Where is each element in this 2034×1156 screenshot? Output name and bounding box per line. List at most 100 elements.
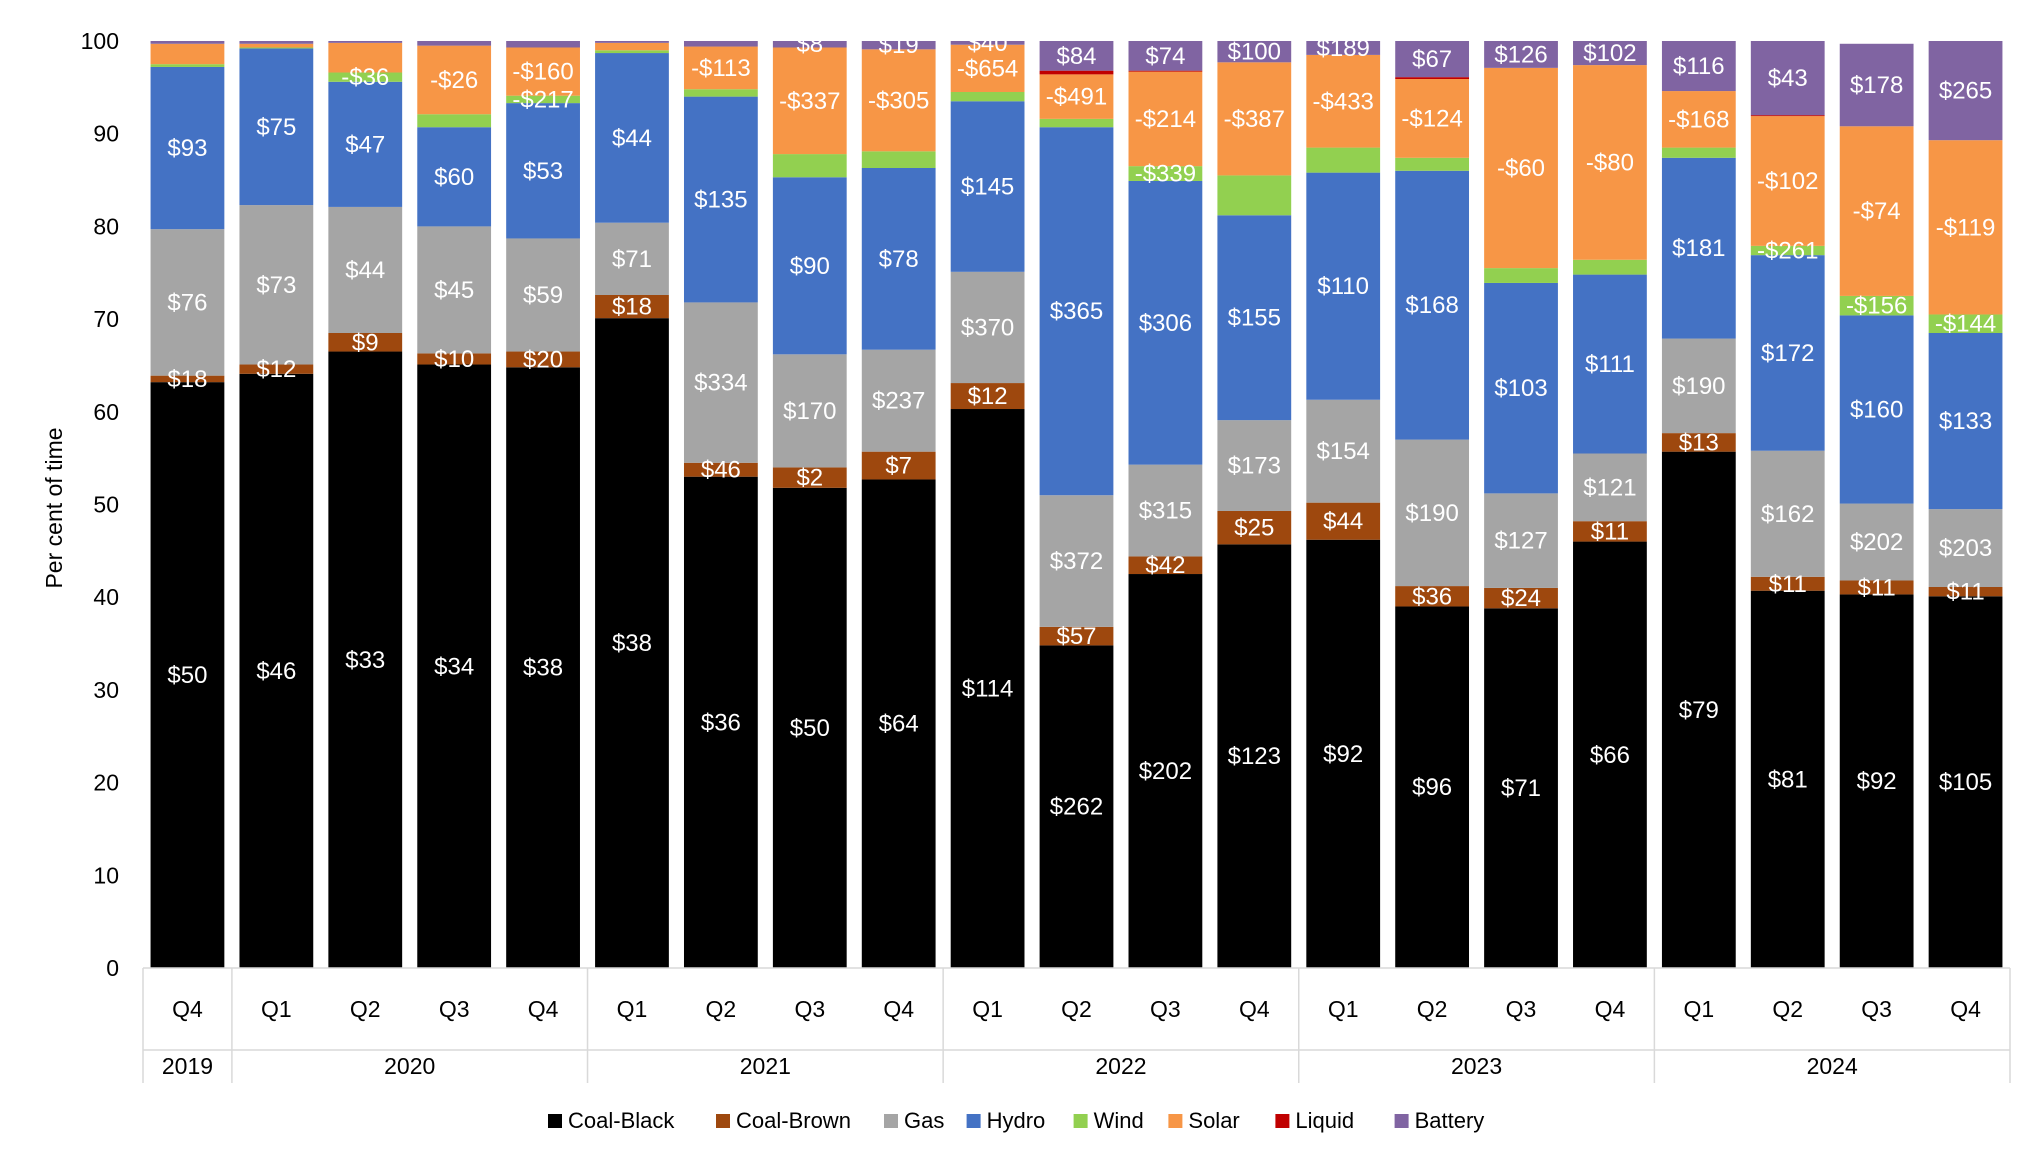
bar-segment-battery xyxy=(861,41,936,50)
data-label-solar: -$433 xyxy=(1313,88,1374,115)
bar-segment-solar xyxy=(683,46,758,90)
data-label-hydro: $160 xyxy=(1850,396,1903,423)
bar-segment-solar xyxy=(1839,126,1914,296)
bar-segment-coal-brown xyxy=(1839,580,1914,595)
data-label-gas: $334 xyxy=(694,370,747,397)
bar-segment-wind xyxy=(1928,314,2003,334)
data-label-hydro: $135 xyxy=(694,187,747,214)
y-tick-label: 90 xyxy=(93,121,119,147)
bar-segment-battery xyxy=(1039,41,1114,71)
data-label-wind: -$339 xyxy=(1135,161,1196,188)
data-label-battery: $178 xyxy=(1850,72,1903,99)
bar-segment-gas xyxy=(417,226,492,354)
bar-segment-gas xyxy=(328,206,403,333)
bar-segment-battery xyxy=(683,41,758,47)
data-label-gas: $237 xyxy=(872,388,925,415)
data-label-gas: $203 xyxy=(1939,535,1992,562)
data-label-coal-black: $50 xyxy=(167,662,207,689)
bar-segment-solar xyxy=(1395,79,1470,158)
data-label-hydro: $60 xyxy=(434,164,474,191)
data-label-hydro: $365 xyxy=(1050,298,1103,325)
bar-segment-coal-brown xyxy=(417,353,492,365)
legend-item-hydro: Hydro xyxy=(966,1108,1045,1133)
bar-segment-battery xyxy=(1306,41,1381,55)
bar-segment-coal-brown xyxy=(683,462,758,477)
y-tick-label: 40 xyxy=(93,584,119,610)
bar-segment-hydro xyxy=(150,66,225,230)
bar-segment-gas xyxy=(1039,495,1114,627)
data-label-coal-brown: $44 xyxy=(1323,508,1363,535)
bar-segment-solar xyxy=(950,44,1025,92)
data-label-coal-black: $114 xyxy=(962,676,1014,703)
bar-segment-solar xyxy=(1128,71,1203,167)
data-label-coal-black: $79 xyxy=(1679,697,1719,724)
legend-swatch xyxy=(1394,1114,1409,1128)
bar-segment-battery xyxy=(1750,41,1825,116)
data-label-coal-black: $50 xyxy=(790,715,830,742)
data-label-hydro: $133 xyxy=(1939,408,1992,435)
data-label-coal-brown: $11 xyxy=(1591,518,1629,545)
bar-segment-hydro xyxy=(1306,172,1381,400)
bar-segment-battery xyxy=(417,41,492,46)
bar-segment-coal-brown xyxy=(1217,510,1292,545)
bar-segment-wind xyxy=(950,91,1025,102)
legend-label: Liquid xyxy=(1295,1108,1354,1133)
bar-segment-gas xyxy=(1573,453,1647,522)
data-label-battery: $189 xyxy=(1317,35,1370,62)
bar-segment-wind xyxy=(1661,147,1736,158)
data-label-coal-brown: $9 xyxy=(352,329,379,356)
bar-segment-hydro xyxy=(772,177,847,355)
bar-segment-gas xyxy=(150,229,225,376)
data-label-gas: $372 xyxy=(1050,548,1103,575)
data-label-coal-brown: $7 xyxy=(885,453,912,480)
data-label-coal-black: $92 xyxy=(1323,741,1363,768)
x-axis: Q4 Q1 Q2 Q3 Q4 Q1 Q2 Q3 Q4 Q1 Q2 Q3 Q4 Q1 Q2 Q3 Q4 Q1 Q2 Q3… xyxy=(142,967,2011,1083)
bar-segment-hydro xyxy=(239,48,314,206)
data-label-hydro: $78 xyxy=(879,246,919,273)
data-label-coal-brown: $11 xyxy=(1858,574,1896,601)
x-tick-label-quarter: Q4 xyxy=(1950,996,1981,1022)
data-label-hydro: $93 xyxy=(167,135,207,162)
bar-segment-wind xyxy=(239,47,314,49)
bar-segment-coal-black xyxy=(1839,594,1914,968)
data-label-battery: $67 xyxy=(1412,46,1452,73)
bar-segment-wind xyxy=(506,95,580,104)
legend-swatch xyxy=(1168,1114,1183,1128)
bar-segment-coal-brown xyxy=(1928,587,2003,597)
bar-segment-coal-brown xyxy=(772,467,847,488)
bar-segment-coal-black xyxy=(1128,574,1203,968)
bar-segment-coal-black xyxy=(1395,606,1470,968)
data-label-coal-black: $36 xyxy=(701,709,741,736)
bar-segment-gas xyxy=(595,222,669,295)
data-label-solar: -$160 xyxy=(512,59,573,86)
data-label-hydro: $47 xyxy=(345,131,385,158)
bar-segment-wind xyxy=(328,72,403,82)
data-label-coal-brown: $13 xyxy=(1679,429,1719,456)
bar-segment-coal-brown xyxy=(150,375,225,383)
data-label-gas: $162 xyxy=(1761,501,1814,528)
bar-segment-coal-black xyxy=(861,479,936,968)
y-tick-label: 60 xyxy=(93,399,119,425)
bar-segment-coal-black xyxy=(1928,596,2003,968)
data-label-hydro: $103 xyxy=(1494,375,1547,402)
bar-segment-hydro xyxy=(1750,255,1825,451)
data-label-hydro: $75 xyxy=(256,114,296,141)
data-label-coal-black: $64 xyxy=(879,711,919,738)
data-label-solar: -$60 xyxy=(1497,155,1545,182)
bar-segment-hydro xyxy=(1928,333,2003,510)
x-tick-label-quarter: Q2 xyxy=(1061,996,1092,1022)
bar-segment-coal-brown xyxy=(1039,626,1114,646)
data-label-battery: $74 xyxy=(1145,43,1185,70)
data-label-coal-black: $202 xyxy=(1139,758,1192,785)
y-tick-label: 50 xyxy=(93,492,119,518)
bar-segment-solar xyxy=(595,42,669,51)
x-tick-label-year: 2024 xyxy=(1807,1053,1858,1079)
bar-segment-battery xyxy=(150,41,225,44)
x-tick-label-quarter: Q3 xyxy=(1150,996,1181,1022)
bar-segment-wind xyxy=(861,151,936,168)
data-label-coal-brown: $12 xyxy=(256,356,296,383)
bar-segment-solar xyxy=(1573,65,1647,260)
bar-segment-gas xyxy=(1661,338,1736,434)
legend: Coal-Black Coal-Brown Gas Hydro Wind Solar Liq… xyxy=(548,1108,1484,1133)
legend-item-liquid: Liquid xyxy=(1275,1108,1354,1133)
